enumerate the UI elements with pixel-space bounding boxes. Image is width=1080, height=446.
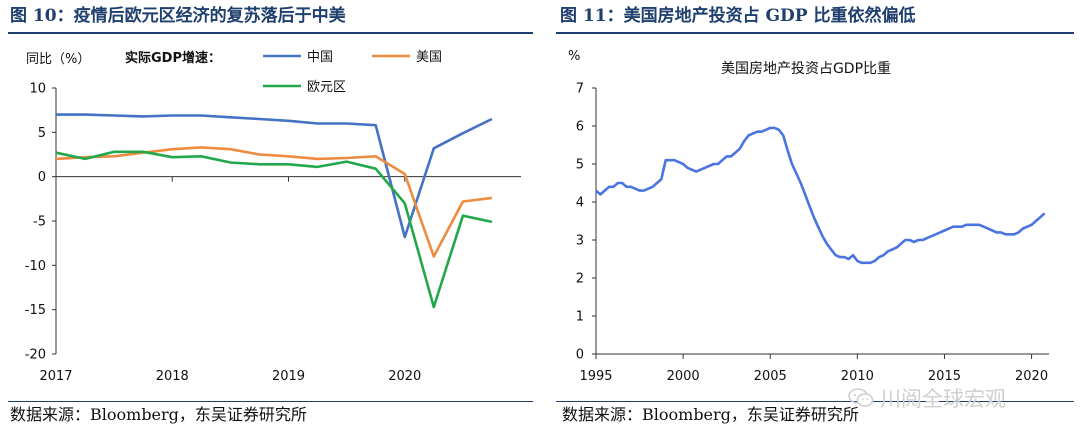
left-x-tick-label: 2020 — [388, 369, 421, 384]
right-source-note: 数据来源：Bloomberg，东吴证券研究所 — [562, 405, 859, 424]
right-series-group — [595, 126, 1046, 265]
left-axes: 10 5 0 -5 -10 -15 -20 2017 2018 2019 2020 — [25, 82, 521, 384]
left-x-tick-label: 2019 — [272, 369, 305, 384]
left-y-tick-label: -20 — [25, 348, 46, 363]
wechat-icon — [848, 388, 874, 407]
left-y-tick-label: 10 — [29, 82, 46, 97]
right-y-tick-label: 0 — [576, 348, 584, 363]
left-y-tick-label: -10 — [25, 259, 46, 274]
right-y-tick-label: 5 — [576, 158, 584, 173]
right-figure-title: 图 11：美国房地产投资占 GDP 比重依然偏低 — [560, 6, 916, 26]
right-chart-title: 美国房地产投资占GDP比重 — [721, 61, 891, 77]
legend-label-2: 欧元区 — [307, 80, 346, 95]
left-source-note: 数据来源：Bloomberg，东吴证券研究所 — [10, 405, 307, 424]
right-y-tick-label: 6 — [576, 120, 584, 135]
right-y-tick-label: 2 — [576, 272, 584, 287]
left-x-tick-label: 2017 — [39, 369, 72, 384]
right-y-tick-label: 1 — [576, 310, 584, 325]
right-x-tick-label: 2005 — [754, 369, 787, 384]
right-x-tick-label: 1995 — [579, 369, 612, 384]
legend-label-1: 美国 — [416, 50, 442, 65]
legend-label-0: 中国 — [307, 50, 333, 65]
left-series-line-1 — [55, 146, 493, 258]
left-legend-title: 实际GDP增速： — [125, 50, 221, 66]
left-series-line-2 — [55, 150, 493, 309]
watermark: 川阅全球宏观 — [848, 385, 1006, 411]
right-axes: 7 6 5 4 3 2 1 0 1995 2000 2005 2010 2015 2020 — [576, 82, 1049, 384]
right-x-tick-label: 2000 — [667, 369, 700, 384]
left-title-rule — [8, 32, 533, 34]
left-x-tick-label: 2018 — [156, 369, 189, 384]
right-title-rule — [556, 32, 1074, 34]
right-chart-svg: % 美国房地产投资占GDP比重 7 6 5 4 3 2 1 0 1995 2000 2005 2010… — [568, 49, 1049, 384]
right-x-tick-label: 2015 — [928, 369, 961, 384]
left-series-group — [55, 113, 493, 309]
left-y-tick-label: 5 — [38, 126, 46, 141]
watermark-text: 川阅全球宏观 — [880, 387, 1006, 411]
left-y-tick-label: -15 — [25, 303, 46, 318]
left-source-rule — [8, 401, 533, 402]
left-y-axis-label: 同比（%） — [26, 52, 90, 67]
right-x-tick-label: 2010 — [841, 369, 874, 384]
left-y-tick-label: -5 — [33, 215, 46, 230]
right-y-tick-label: 3 — [576, 234, 584, 249]
right-source-rule — [556, 401, 1074, 402]
left-y-tick-label: 0 — [38, 170, 46, 185]
right-x-tick-label: 2020 — [1015, 369, 1048, 384]
right-series-line-0 — [595, 126, 1046, 265]
right-y-tick-label: 7 — [576, 82, 584, 97]
right-y-axis-label: % — [568, 49, 580, 64]
left-figure-title: 图 10：疫情后欧元区经济的复苏落后于中美 — [10, 6, 346, 26]
left-series-line-0 — [56, 113, 493, 239]
right-y-tick-label: 4 — [576, 196, 584, 211]
